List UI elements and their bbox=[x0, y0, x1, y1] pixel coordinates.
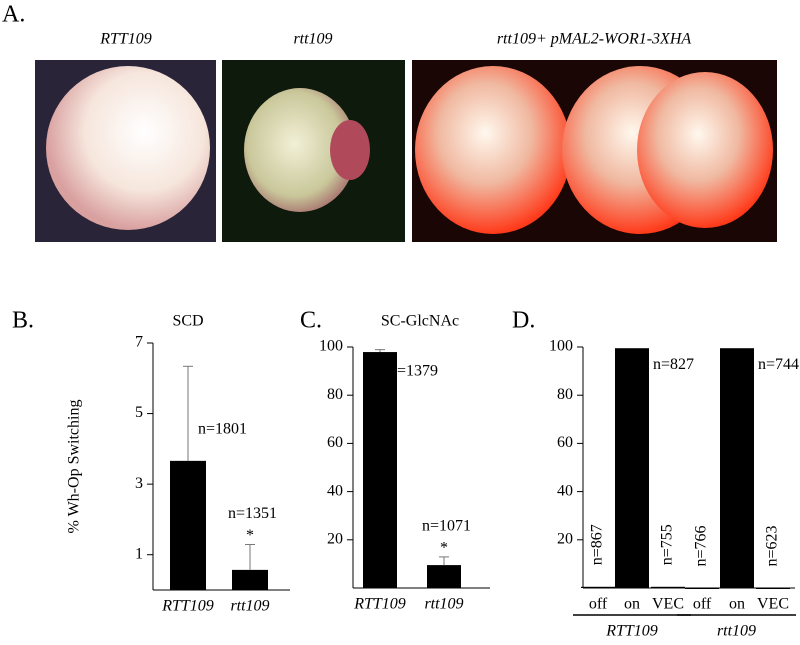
y-tick-label: 60 bbox=[557, 434, 573, 451]
x-tick-label: off bbox=[693, 596, 712, 613]
panel-label: A. bbox=[2, 2, 25, 28]
x-tick-label: RTT109 bbox=[353, 596, 406, 613]
group-label: RTT109 bbox=[605, 623, 658, 640]
bar bbox=[427, 565, 461, 588]
image-caption: rtt109 bbox=[293, 31, 332, 48]
colony bbox=[415, 66, 571, 234]
chart-title: SC-GlcNAc bbox=[381, 313, 459, 330]
y-tick-label: 3 bbox=[135, 475, 143, 492]
bar-note: n=867 bbox=[589, 524, 606, 565]
y-tick-label: 40 bbox=[327, 482, 343, 499]
bar bbox=[581, 586, 615, 588]
y-tick-label: 40 bbox=[557, 482, 573, 499]
colony-sector bbox=[330, 120, 370, 180]
bar-note: n=623 bbox=[764, 525, 781, 566]
bar-note: n=755 bbox=[659, 524, 676, 565]
x-tick-label: rtt109 bbox=[230, 598, 269, 615]
bar-note: n=1351 bbox=[228, 505, 277, 522]
x-tick-label: on bbox=[729, 596, 745, 613]
significance-star: * bbox=[246, 527, 254, 544]
bar-note: n=766 bbox=[693, 525, 710, 566]
image-caption: RTT109 bbox=[99, 31, 152, 48]
y-tick-label: 60 bbox=[327, 434, 343, 451]
colony bbox=[637, 72, 773, 228]
bar bbox=[685, 588, 719, 589]
y-tick-label: 80 bbox=[327, 386, 343, 403]
bar bbox=[651, 586, 685, 588]
y-tick-label: 80 bbox=[557, 386, 573, 403]
bar-note: n=744 bbox=[758, 356, 799, 373]
y-tick-label: 20 bbox=[327, 530, 343, 547]
bar bbox=[720, 348, 754, 588]
y-tick-label: 1 bbox=[135, 545, 143, 562]
x-tick-label: VEC bbox=[757, 596, 789, 613]
y-axis-label: % Wh-Op Switching bbox=[66, 400, 83, 534]
panel-label: D. bbox=[512, 308, 535, 334]
y-tick-label: 100 bbox=[319, 338, 343, 355]
bar-note: n=1801 bbox=[198, 421, 247, 438]
x-tick-label: RTT109 bbox=[161, 598, 214, 615]
bar bbox=[756, 588, 790, 589]
colony bbox=[46, 66, 210, 230]
colony bbox=[244, 88, 356, 212]
y-tick-label: 7 bbox=[135, 334, 143, 351]
bar bbox=[232, 569, 268, 590]
x-tick-label: rtt109 bbox=[424, 596, 463, 613]
y-tick-label: 20 bbox=[557, 530, 573, 547]
x-tick-label: off bbox=[589, 596, 608, 613]
bar-note: n=827 bbox=[653, 356, 694, 373]
chart-title: SCD bbox=[172, 313, 203, 330]
x-tick-label: VEC bbox=[652, 596, 684, 613]
x-tick-label: on bbox=[624, 596, 640, 613]
significance-star: * bbox=[440, 540, 448, 557]
image-caption: rtt109+ pMAL2-WOR1-3XHA bbox=[497, 31, 692, 48]
bar bbox=[363, 352, 397, 588]
bar-note: n=1071 bbox=[422, 518, 471, 535]
panel-label: C. bbox=[300, 308, 322, 334]
y-tick-label: 5 bbox=[135, 404, 143, 421]
bar bbox=[170, 460, 206, 590]
bar bbox=[615, 348, 649, 588]
bar-note: n=1379 bbox=[389, 363, 438, 380]
y-tick-label: 100 bbox=[549, 338, 573, 355]
panel-label: B. bbox=[12, 308, 34, 334]
group-label: rtt109 bbox=[717, 623, 756, 640]
